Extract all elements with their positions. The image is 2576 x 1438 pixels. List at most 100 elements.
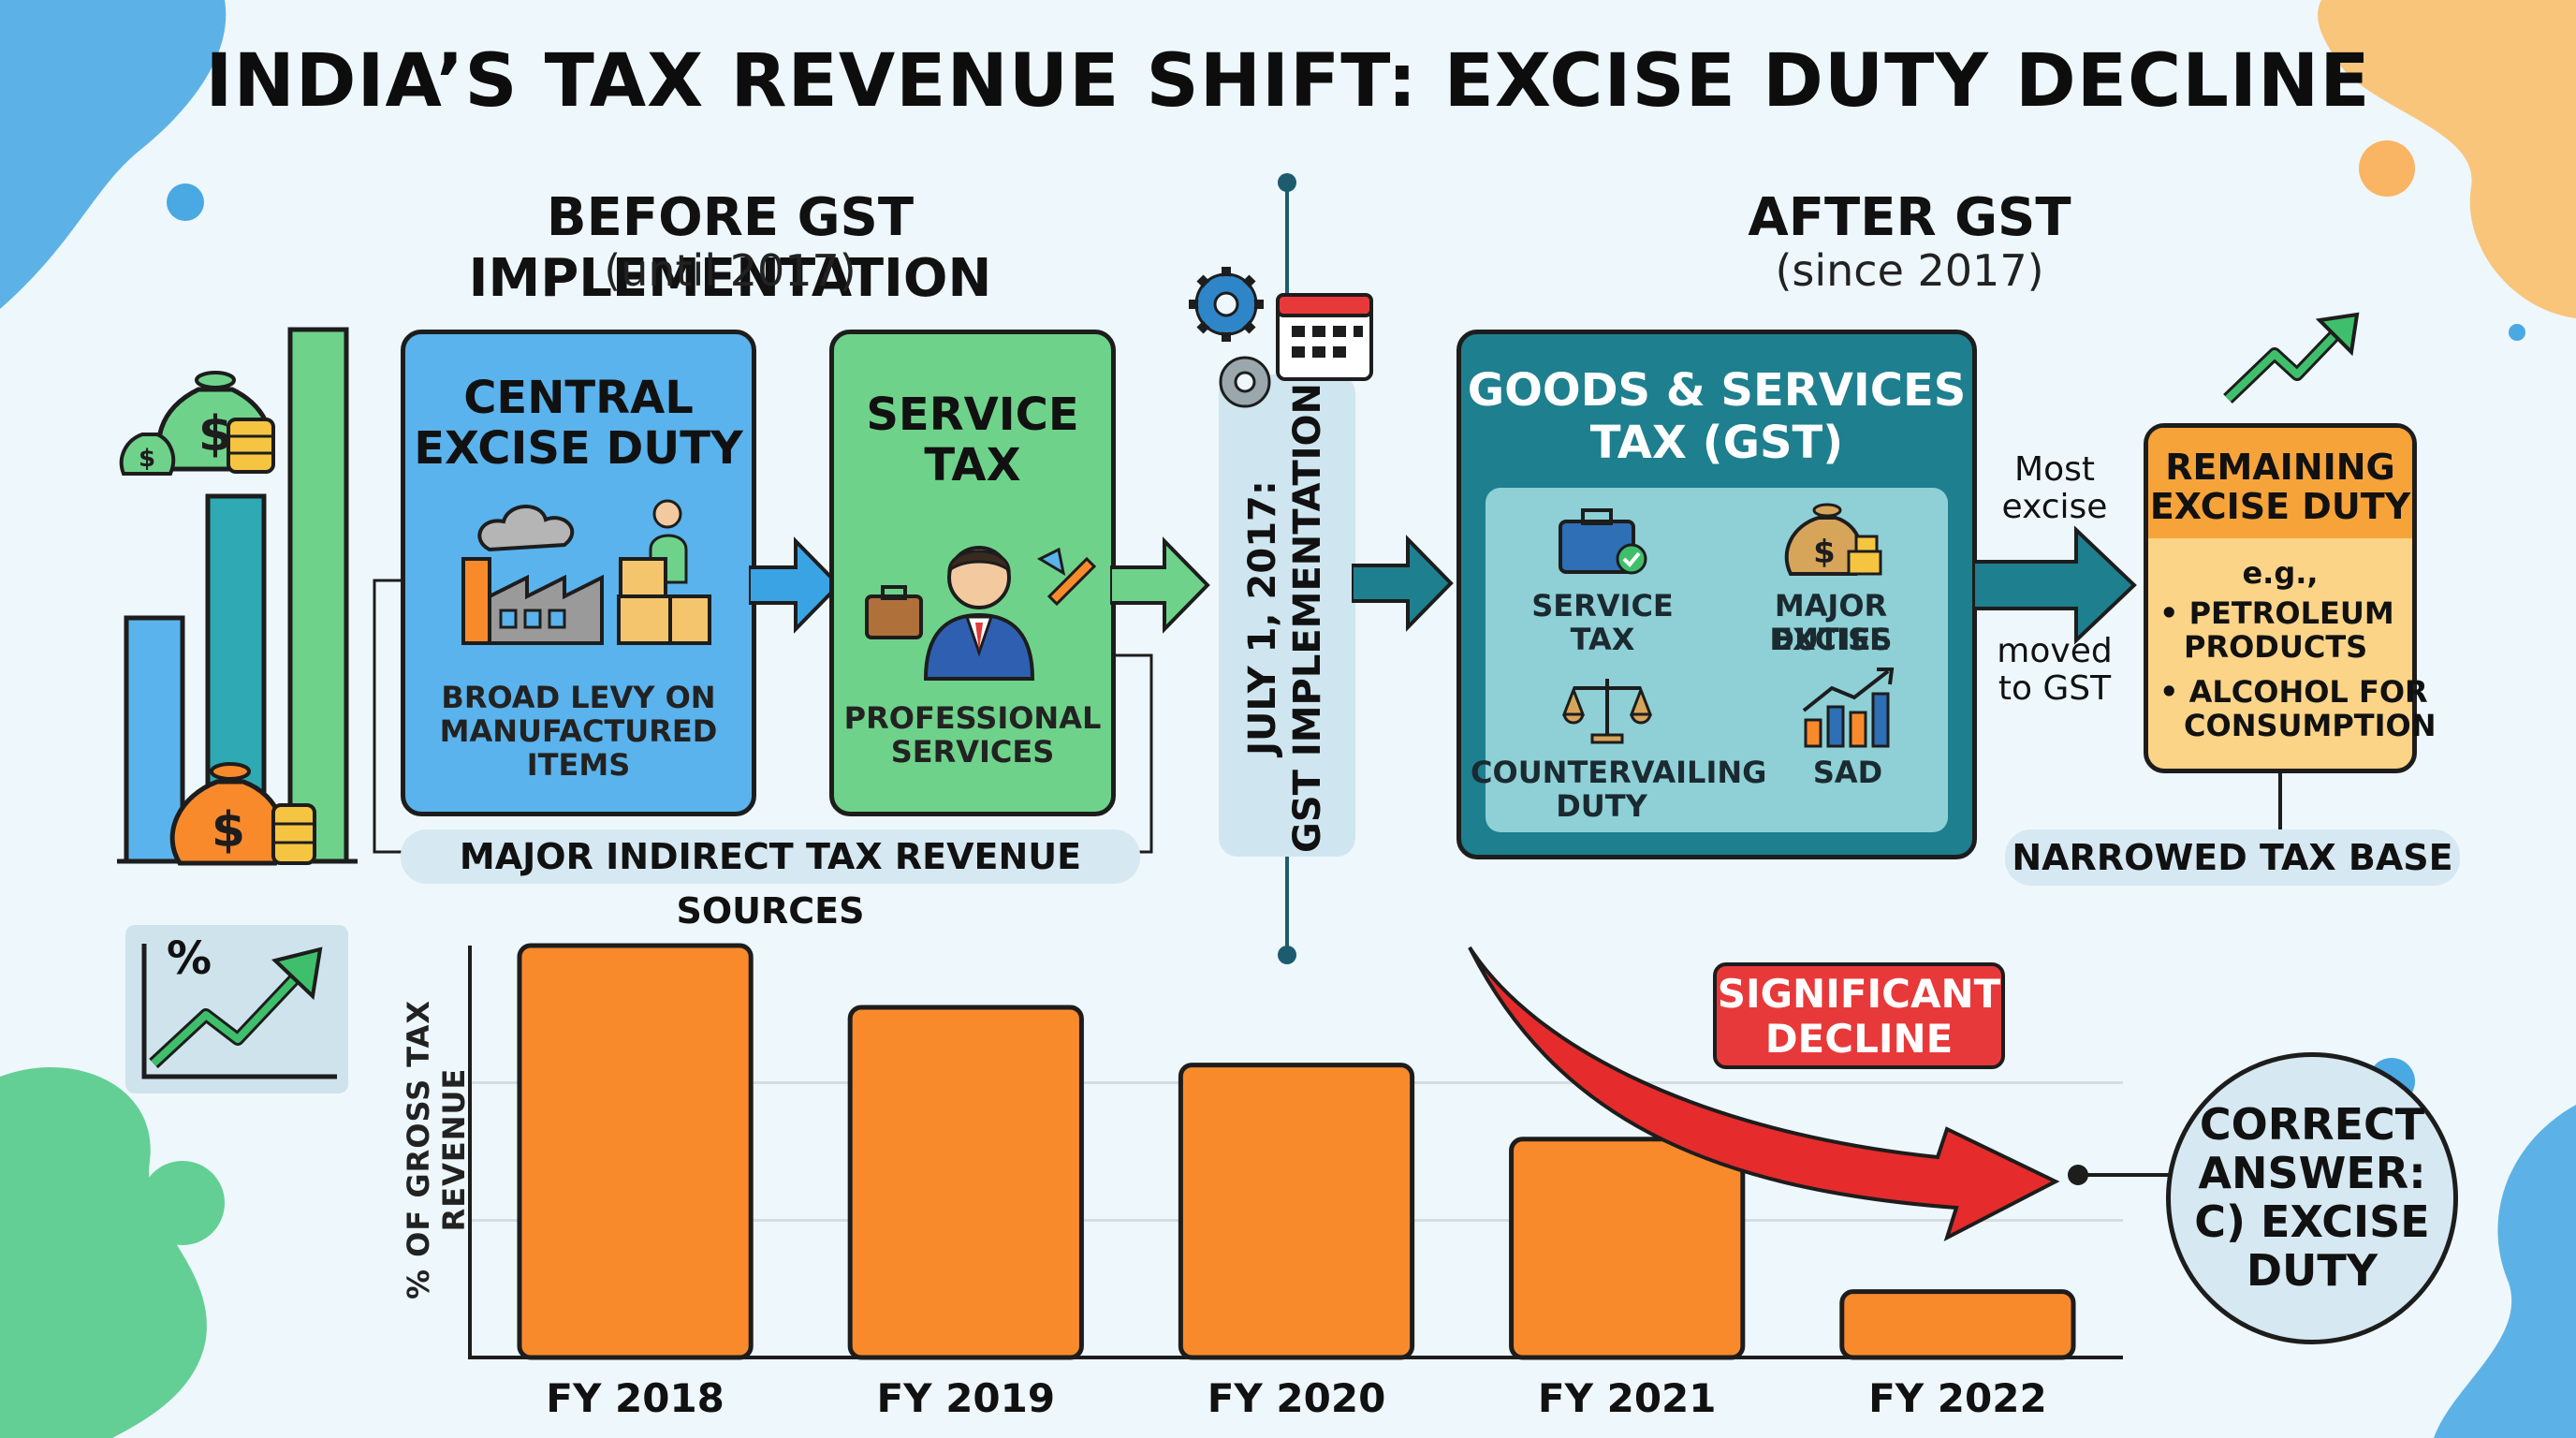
svg-text:$: $ (139, 445, 155, 473)
gears-calendar-icon (1189, 267, 1373, 408)
arrow-label-bottom-line2: to GST (1998, 669, 2112, 708)
excise-caption-line1: BROAD LEVY ON (441, 680, 716, 715)
bg-blob-bottom-right (2434, 1105, 2576, 1438)
gst-item-countervailing-line1: COUNTERVAILING (1471, 755, 1767, 790)
x-tick-label: FY 2020 (1208, 1375, 1386, 1414)
service-title-line2: TAX (924, 439, 1021, 492)
service-caption-line1: PROFESSIONAL (843, 700, 1102, 736)
bg-dot (167, 183, 204, 221)
bg-blob-top-left (0, 0, 227, 309)
gst-item-major-excise-line1: MAJOR EXCISE (1772, 588, 1890, 657)
arrow-right-icon (749, 536, 842, 634)
remaining-header (2148, 428, 2412, 538)
x-tick-label: FY 2021 (1538, 1375, 1717, 1414)
remaining-eg: e.g., (2242, 555, 2319, 591)
bullet-2-line2: CONSUMPTION (2184, 708, 2437, 743)
arrow-right-icon (1110, 536, 1210, 634)
timeline-band (1219, 374, 1355, 857)
answer-line3: C) EXCISE (2194, 1196, 2430, 1247)
service-title-line1: SERVICE (866, 389, 1079, 441)
after-heading: AFTER GST (1748, 187, 2071, 248)
money-bag-icon: $ (169, 762, 316, 866)
bullet-dot: • (2159, 595, 2179, 631)
gst-item-sad: SAD (1812, 755, 1883, 790)
bar-fy-2022 (1839, 1289, 2076, 1360)
bar-fy-2019 (847, 1005, 1084, 1360)
money-bag-icon: $ $ (119, 371, 275, 476)
narrowed-tax-base-label: NARROWED TAX BASE (2005, 829, 2460, 886)
gst-item-service-tax-line1: SERVICE (1531, 588, 1674, 624)
central-excise-box: CENTRAL EXCISE DUTY BROAD LEVY ON MANUFA… (401, 330, 756, 816)
arrow-right-icon (1352, 535, 1454, 632)
remaining-title-line1: REMAINING (2165, 447, 2395, 488)
answer-line4: DUTY (2246, 1245, 2378, 1296)
connector-line (2278, 773, 2282, 829)
page-title: INDIA’S TAX REVENUE SHIFT: EXCISE DUTY D… (205, 39, 2371, 124)
remaining-excise-box: REMAINING EXCISE DUTY e.g., • PETROLEUM … (2144, 423, 2437, 773)
gst-item-countervailing-line2: DUTY (1556, 788, 1647, 824)
before-subheading: (until 2017) (604, 245, 856, 296)
gst-item-major-excise-line2: DUTIES (1769, 622, 1893, 657)
excise-title-line1: CENTRAL (463, 372, 694, 424)
bullet-1-line1: PETROLEUM (2188, 595, 2394, 631)
bg-dot (2359, 140, 2415, 197)
bar-fy-2020 (1178, 1063, 1415, 1360)
bg-dot (140, 1161, 225, 1245)
arrow-right-icon (1973, 525, 2137, 645)
bullet-dot: • (2159, 674, 2179, 710)
after-subheading: (since 2017) (1775, 245, 2044, 296)
major-sources-label: MAJOR INDIRECT TAX REVENUE SOURCES (401, 829, 1140, 932)
bg-blob-bottom-left (0, 1067, 207, 1438)
professional-icon (865, 546, 1096, 681)
x-tick-label: FY 2022 (1868, 1375, 2047, 1414)
chart-ylabel: % OF GROSS TAX REVENUE (401, 999, 472, 1300)
service-caption-line2: SERVICES (890, 734, 1055, 770)
gst-title-line2: TAX (GST) (1589, 417, 1844, 469)
gst-box: GOODS & SERVICES TAX (GST) SERVICE TAX $… (1456, 330, 1977, 859)
scales-icon (1561, 679, 1653, 744)
gst-title-line1: GOODS & SERVICES (1467, 364, 1967, 417)
callout-line2: DECLINE (1764, 1016, 1954, 1062)
bg-dot (2509, 324, 2525, 341)
svg-text:$: $ (1813, 534, 1836, 571)
money-bag-gold-icon: $ (1784, 503, 1882, 576)
arrow-label-top-line1: Most (2014, 450, 2095, 489)
remaining-bullet-2: • ALCOHOL FOR CONSUMPTION (2159, 674, 2437, 742)
percent-growth-icon (141, 944, 337, 1079)
percent-icon-text: % (167, 932, 212, 985)
bar-fy-2021 (1509, 1137, 1746, 1360)
svg-text:$: $ (212, 802, 245, 858)
briefcase-check-icon (1559, 508, 1647, 575)
bullet-2-line1: ALCOHOL FOR (2188, 674, 2428, 710)
bullet-1-line2: PRODUCTS (2184, 629, 2368, 665)
remaining-bullet-1: • PETROLEUM PRODUCTS (2159, 596, 2412, 664)
remaining-title-line2: EXCISE DUTY (2149, 486, 2411, 527)
decline-arrow (1468, 946, 2060, 1241)
bg-blob-top-right (2318, 0, 2576, 318)
callout-line1: SIGNIFICANT (1717, 971, 2001, 1017)
service-tax-box: SERVICE TAX PROFESSIONAL SERVICES (829, 330, 1116, 816)
gst-inner-panel: SERVICE TAX $ MAJOR EXCISE DUTIES COUNTE… (1471, 488, 1948, 832)
timeline-label-line1: JULY 1, 2017: (1241, 480, 1284, 756)
gst-item-service-tax-line2: TAX (1570, 622, 1635, 657)
x-tick-label: FY 2019 (876, 1375, 1055, 1414)
bar-fy-2018 (517, 943, 754, 1360)
bar-growth-icon (1802, 668, 1895, 748)
answer-line1: CORRECT (2199, 1099, 2425, 1150)
trend-up-icon (2223, 312, 2360, 404)
significant-decline-callout: SIGNIFICANT DECLINE (1713, 962, 2005, 1069)
excise-caption-line2: MANUFACTURED (439, 713, 718, 749)
arrow-label-top-line2: excise (2001, 488, 2108, 526)
factory-icon (461, 499, 711, 645)
excise-title-line2: EXCISE DUTY (414, 422, 743, 475)
answer-connector (2068, 1165, 2179, 1185)
timeline-label: JULY 1, 2017: GST IMPLEMENTATION (1240, 376, 1334, 859)
before-heading: BEFORE GST IMPLEMENTATION (468, 187, 992, 309)
excise-caption-line3: ITEMS (526, 747, 631, 783)
revenue-bar-chart: FY 2018 FY 2019 FY 2020 FY 2021 FY 2022 (468, 943, 2123, 1414)
arrow-label-bottom-line1: moved (1997, 632, 2113, 670)
answer-line2: ANSWER: (2198, 1148, 2426, 1198)
x-tick-label: FY 2018 (546, 1375, 724, 1414)
correct-answer-circle: CORRECT ANSWER: C) EXCISE DUTY (2166, 1052, 2458, 1344)
timeline-label-line2: GST IMPLEMENTATION (1286, 383, 1329, 853)
